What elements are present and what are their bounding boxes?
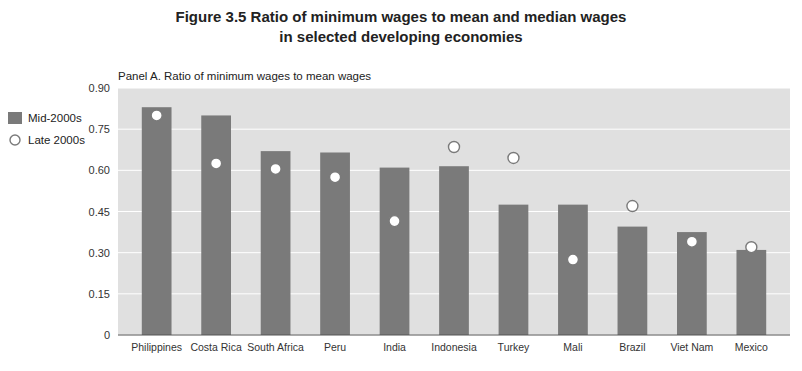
y-tick-label: 0.75 [89, 123, 110, 135]
bar [736, 250, 766, 335]
bar [618, 227, 648, 335]
point [567, 254, 578, 265]
point [151, 110, 162, 121]
x-tick-label: Viet Nam [670, 341, 713, 353]
x-tick-label: Mali [563, 341, 582, 353]
bar [142, 107, 172, 335]
x-tick-label: Brazil [619, 341, 645, 353]
legend-label: Mid-2000s [28, 112, 82, 124]
bar [558, 205, 588, 335]
grid-line [118, 88, 790, 89]
x-axis-line [118, 335, 790, 336]
x-tick-label: Indonesia [431, 341, 477, 353]
point [508, 152, 519, 163]
y-tick-label: 0.45 [89, 206, 110, 218]
subtitle: in selected developing economies [279, 28, 522, 45]
legend-swatch [8, 112, 22, 124]
bar [380, 168, 410, 335]
panel-label: Panel A. Ratio of minimum wages to mean … [118, 70, 371, 82]
bar [201, 115, 231, 335]
bar [320, 152, 350, 335]
title: Figure 3.5 Ratio of minimum wages to mea… [176, 8, 627, 25]
point [270, 163, 281, 174]
y-tick-label: 0.90 [89, 82, 110, 94]
bar [499, 205, 529, 335]
y-axis: 0 0.15 0.30 0.45 0.60 0.75 0.90 [89, 82, 790, 341]
marks [142, 107, 766, 335]
x-tick-label: Turkey [498, 341, 530, 353]
point [746, 242, 757, 253]
chart: Figure 3.5 Ratio of minimum wages to mea… [0, 0, 802, 371]
legend-label: Late 2000s [28, 134, 85, 146]
x-tick-label: India [383, 341, 406, 353]
y-tick-label: 0.15 [89, 288, 110, 300]
bar [677, 232, 707, 335]
y-tick-label: 0.60 [89, 164, 110, 176]
point [627, 201, 638, 212]
legend: Mid-2000s Late 2000s [8, 112, 85, 146]
bar [261, 151, 291, 335]
legend-swatch [10, 135, 20, 145]
x-tick-label: Peru [324, 341, 346, 353]
y-tick-label: 0.30 [89, 247, 110, 259]
point [389, 216, 400, 227]
point [686, 236, 697, 247]
y-tick-label: 0 [104, 329, 110, 341]
plot-background [118, 88, 790, 335]
grid-line [118, 335, 790, 336]
bar [439, 166, 469, 335]
x-tick-label: Mexico [735, 341, 768, 353]
x-tick-label: Costa Rica [190, 341, 242, 353]
point [330, 172, 341, 183]
point [211, 158, 222, 169]
x-tick-label: Philippines [131, 341, 182, 353]
point [449, 142, 460, 153]
x-tick-label: South Africa [247, 341, 304, 353]
